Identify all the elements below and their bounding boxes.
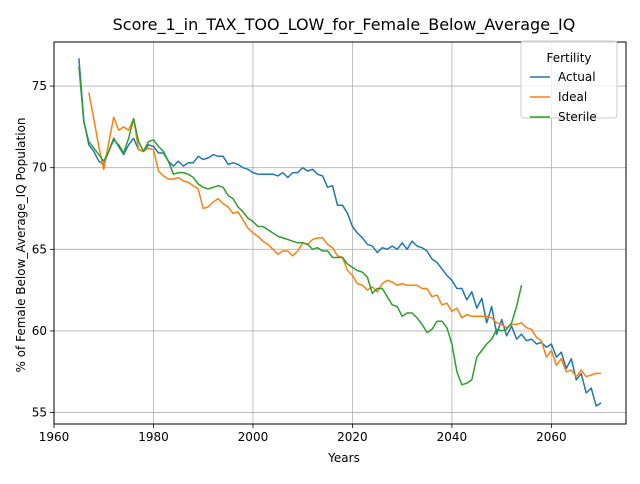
x-tick-label: 2040 xyxy=(437,430,468,444)
legend-label-ideal: Ideal xyxy=(558,90,587,104)
x-tick-label: 2020 xyxy=(337,430,368,444)
y-axis-label: % of Female Below_Average_IQ Population xyxy=(14,117,28,372)
y-tick-label: 65 xyxy=(32,242,47,256)
legend: Fertility Actual Ideal Sterile xyxy=(521,41,617,124)
legend-label-actual: Actual xyxy=(558,70,596,84)
legend-label-sterile: Sterile xyxy=(558,110,597,124)
legend-title: Fertility xyxy=(546,51,591,65)
y-tick-label: 70 xyxy=(32,161,47,175)
x-tick-label: 1960 xyxy=(39,430,70,444)
y-tick-label: 75 xyxy=(32,79,47,93)
x-tick-label: 2000 xyxy=(238,430,269,444)
x-tick-label: 1980 xyxy=(138,430,169,444)
x-tick-label: 2060 xyxy=(536,430,567,444)
x-axis-label: Years xyxy=(327,451,360,465)
y-tick-label: 55 xyxy=(32,406,47,420)
y-tick-label: 60 xyxy=(32,324,47,338)
chart-title: Score_1_in_TAX_TOO_LOW_for_Female_Below_… xyxy=(113,15,576,35)
